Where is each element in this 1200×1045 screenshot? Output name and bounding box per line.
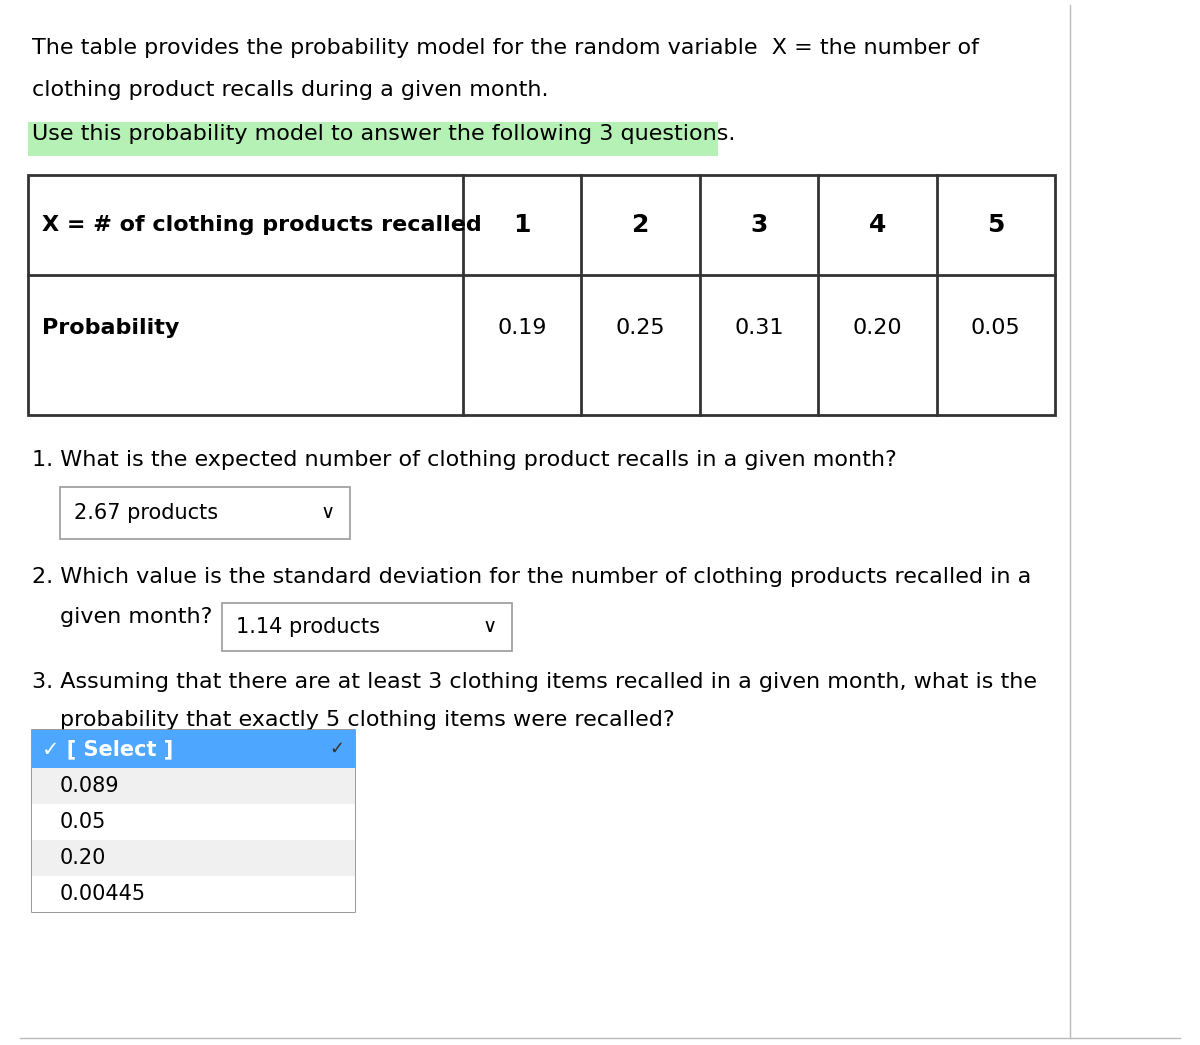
Bar <box>28 175 1055 415</box>
Text: 4: 4 <box>869 213 886 237</box>
Text: 5: 5 <box>988 213 1004 237</box>
Text: 3: 3 <box>750 213 768 237</box>
Text: Probability: Probability <box>42 318 179 338</box>
Text: ✓ [ Select ]: ✓ [ Select ] <box>42 739 173 759</box>
Text: 2. Which value is the standard deviation for the number of clothing products rec: 2. Which value is the standard deviation… <box>32 567 1031 587</box>
Text: ∨: ∨ <box>320 504 335 522</box>
Bar <box>60 487 350 539</box>
Text: probability that exactly 5 clothing items were recalled?: probability that exactly 5 clothing item… <box>60 710 674 730</box>
Text: ✓: ✓ <box>330 740 344 758</box>
Text: 1. What is the expected number of clothing product recalls in a given month?: 1. What is the expected number of clothi… <box>32 450 896 470</box>
Text: 0.31: 0.31 <box>734 318 784 338</box>
Bar <box>32 876 355 912</box>
Text: 0.20: 0.20 <box>60 847 107 868</box>
Bar <box>222 603 512 651</box>
Bar <box>32 730 355 912</box>
Text: 3. Assuming that there are at least 3 clothing items recalled in a given month, : 3. Assuming that there are at least 3 cl… <box>32 672 1037 692</box>
Text: 0.25: 0.25 <box>616 318 666 338</box>
Text: 2.67 products: 2.67 products <box>74 503 218 522</box>
Text: Use this probability model to answer the following 3 questions.: Use this probability model to answer the… <box>32 124 736 144</box>
Text: 1.14 products: 1.14 products <box>236 617 380 637</box>
Text: ∨: ∨ <box>482 618 497 636</box>
Text: X = # of clothing products recalled: X = # of clothing products recalled <box>42 215 481 235</box>
Text: The table provides the probability model for the random variable  X = the number: The table provides the probability model… <box>32 38 979 59</box>
Text: given month?: given month? <box>60 607 212 627</box>
Text: 0.00445: 0.00445 <box>60 884 146 904</box>
Text: 0.05: 0.05 <box>60 812 107 832</box>
Text: 0.20: 0.20 <box>852 318 902 338</box>
Bar <box>32 840 355 876</box>
Bar <box>32 804 355 840</box>
Text: 0.19: 0.19 <box>498 318 547 338</box>
Text: 0.089: 0.089 <box>60 776 120 796</box>
Text: 0.05: 0.05 <box>971 318 1021 338</box>
Bar <box>32 730 355 768</box>
Bar <box>32 768 355 804</box>
Text: 2: 2 <box>632 213 649 237</box>
Text: clothing product recalls during a given month.: clothing product recalls during a given … <box>32 80 548 100</box>
Bar <box>28 122 718 156</box>
Text: 1: 1 <box>514 213 530 237</box>
